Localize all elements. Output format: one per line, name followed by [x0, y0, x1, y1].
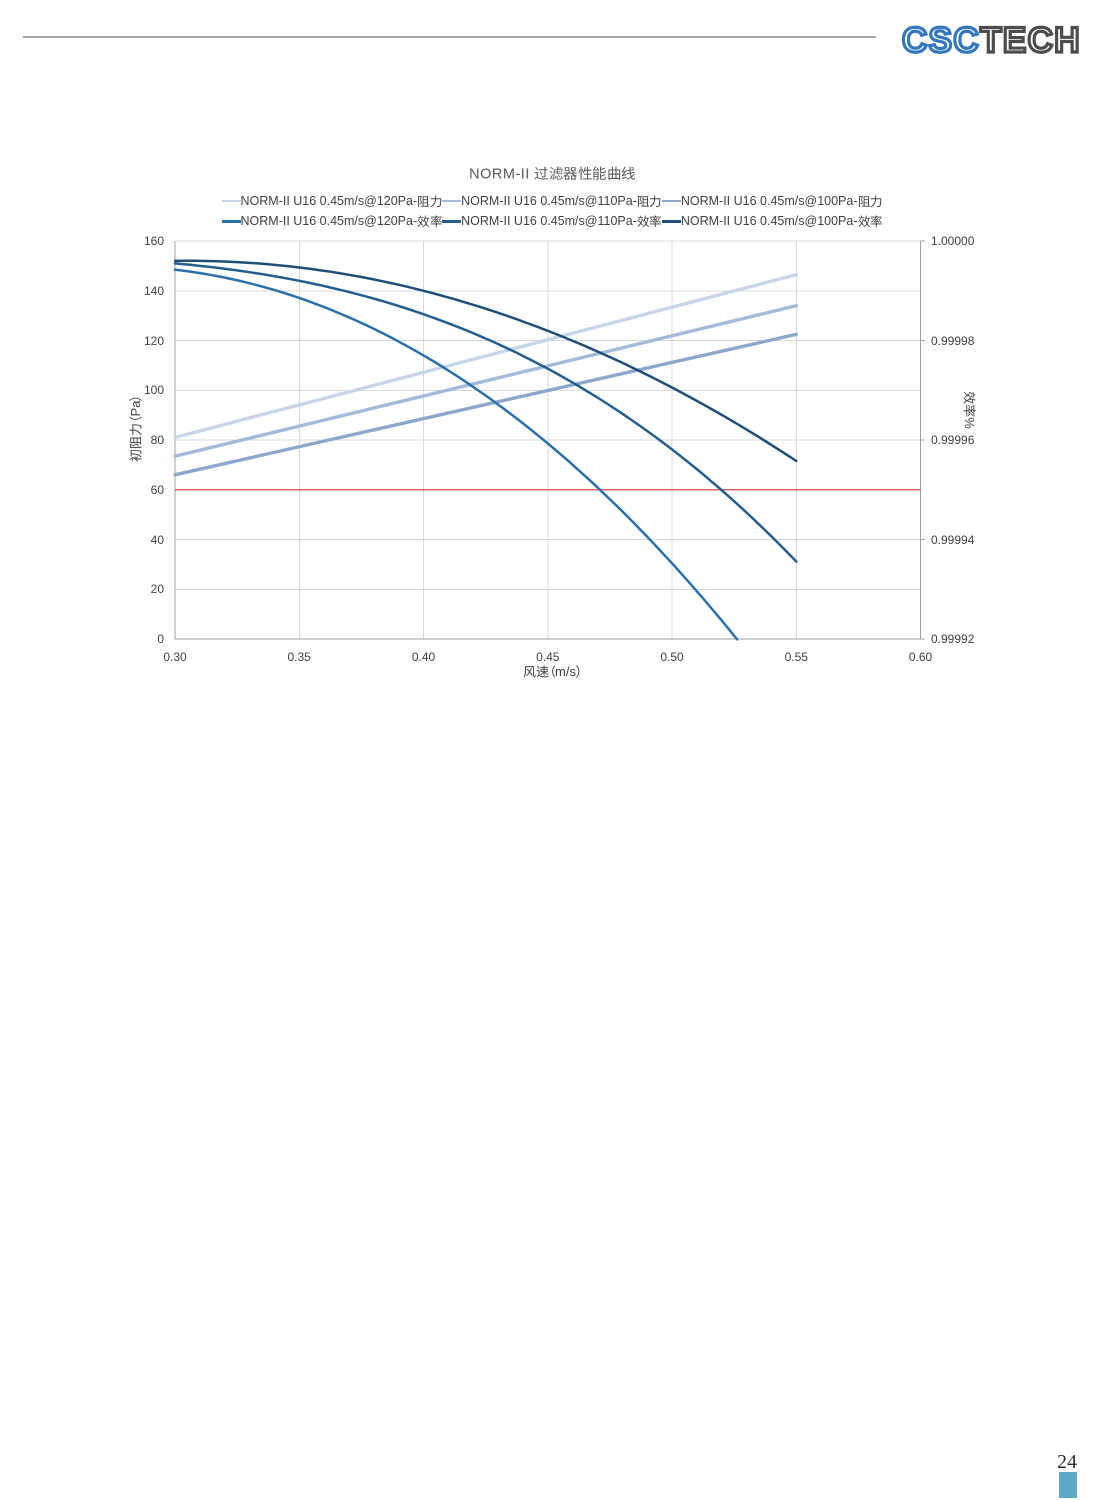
svg-text:CSCTECH: CSCTECH	[902, 21, 1081, 59]
